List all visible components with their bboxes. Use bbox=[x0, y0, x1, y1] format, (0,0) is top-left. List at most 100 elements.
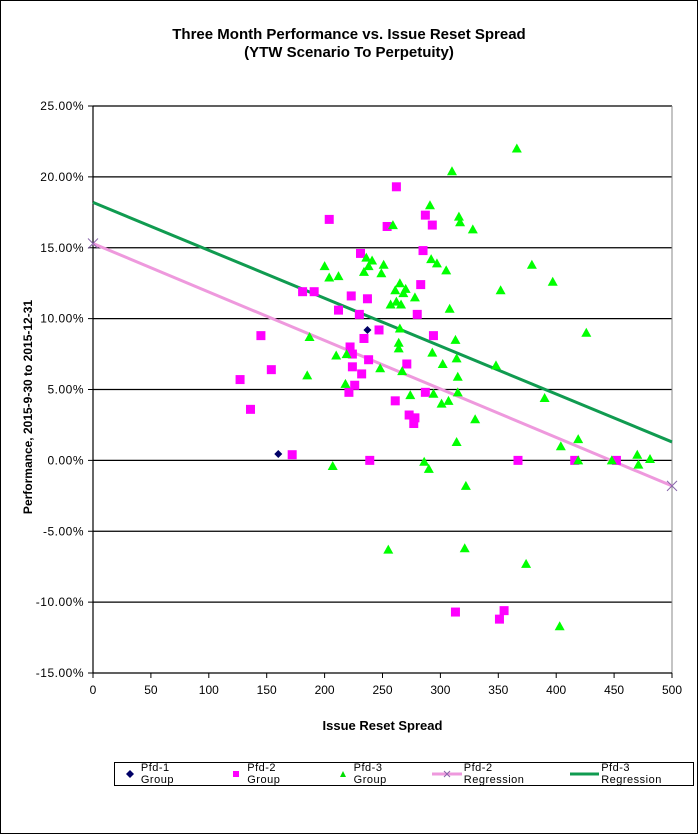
data-point-triangle bbox=[470, 414, 481, 424]
data-point-square bbox=[245, 404, 255, 414]
data-point-square bbox=[427, 220, 437, 230]
data-point-square bbox=[611, 455, 621, 465]
data-point-triangle bbox=[394, 278, 405, 288]
data-point-square bbox=[382, 221, 392, 231]
data-point-square bbox=[355, 248, 365, 258]
data-point-square bbox=[359, 333, 369, 343]
data-point-square bbox=[364, 355, 374, 365]
data-point-square bbox=[333, 305, 343, 315]
data-point-triangle bbox=[436, 398, 447, 408]
data-point-square bbox=[570, 455, 580, 465]
chart-title: Three Month Performance vs. Issue Reset … bbox=[172, 26, 526, 43]
legend-label: Pfd-3 Group bbox=[353, 762, 387, 786]
data-point-triangle bbox=[632, 449, 643, 459]
x-tick-label: 50 bbox=[144, 683, 158, 697]
data-point-triangle bbox=[331, 350, 342, 360]
data-point-square bbox=[410, 413, 420, 423]
data-point-square bbox=[287, 450, 297, 460]
data-point-square bbox=[420, 210, 430, 220]
data-point-triangle bbox=[451, 353, 462, 363]
data-point-square bbox=[354, 309, 364, 319]
y-tick-label: 20.00% bbox=[40, 170, 84, 184]
data-point-triangle bbox=[385, 299, 396, 309]
data-point-triangle bbox=[409, 292, 420, 302]
data-point-triangle bbox=[443, 395, 454, 405]
x-tick-label: 300 bbox=[430, 683, 450, 697]
data-point-triangle bbox=[437, 358, 448, 368]
data-point-square bbox=[347, 349, 357, 359]
data-point-triangle bbox=[495, 285, 506, 295]
regression-endpoint-marker bbox=[666, 480, 678, 492]
data-point-square bbox=[309, 287, 319, 297]
x-line-marker-icon bbox=[432, 770, 462, 778]
data-point-square bbox=[345, 342, 355, 352]
x-tick-label: 0 bbox=[90, 683, 97, 697]
data-point-diamond bbox=[274, 449, 283, 458]
data-point-triangle bbox=[451, 436, 462, 446]
regression-endpoint-marker bbox=[87, 238, 99, 249]
data-point-triangle bbox=[581, 327, 592, 337]
data-point-triangle bbox=[547, 276, 558, 286]
data-point-triangle bbox=[333, 271, 344, 281]
data-point-square bbox=[374, 325, 384, 335]
legend-item-pfd1: Pfd-1 Group bbox=[125, 762, 205, 786]
data-point-triangle bbox=[467, 224, 478, 234]
regression-line bbox=[92, 201, 673, 444]
data-point-triangle bbox=[459, 543, 470, 553]
y-tick-label: 5.00% bbox=[47, 383, 84, 397]
data-point-triangle bbox=[393, 337, 404, 347]
data-point-triangle bbox=[400, 283, 411, 293]
data-point-triangle bbox=[606, 455, 617, 465]
data-point-triangle bbox=[304, 332, 315, 342]
data-point-triangle bbox=[446, 166, 457, 176]
data-point-triangle bbox=[361, 252, 372, 262]
x-tick-label: 200 bbox=[315, 683, 335, 697]
data-point-square bbox=[409, 419, 419, 429]
x-tick-label: 500 bbox=[662, 683, 682, 697]
legend-item-pfd2: Pfd-2 Group bbox=[231, 762, 311, 786]
data-point-triangle bbox=[390, 285, 401, 295]
x-tick-label: 450 bbox=[604, 683, 624, 697]
legend-label: Pfd-2 Regression bbox=[463, 762, 525, 786]
y-tick-label: -15.00% bbox=[36, 666, 84, 680]
data-point-triangle bbox=[397, 366, 408, 376]
data-point-square bbox=[350, 380, 360, 390]
data-point-square bbox=[402, 359, 412, 369]
x-tick-label: 150 bbox=[257, 683, 277, 697]
data-point-square bbox=[344, 387, 354, 397]
x-tick-label: 100 bbox=[199, 683, 219, 697]
data-point-square bbox=[494, 614, 504, 624]
data-point-square bbox=[420, 387, 430, 397]
x-axis-label: Issue Reset Spread bbox=[322, 718, 443, 733]
legend-item-pfd3: Pfd-3 Group bbox=[338, 762, 418, 786]
data-point-square bbox=[513, 455, 523, 465]
data-point-triangle bbox=[424, 200, 435, 210]
data-point-triangle bbox=[554, 621, 565, 631]
data-point-triangle bbox=[375, 363, 386, 373]
y-tick-label: 15.00% bbox=[40, 241, 84, 255]
data-point-triangle bbox=[394, 323, 405, 333]
data-point-triangle bbox=[644, 453, 655, 463]
y-axis-label: Performance, 2015-9-30 to 2015-12-31 bbox=[21, 299, 35, 515]
data-point-diamond bbox=[363, 325, 372, 334]
data-point-triangle bbox=[387, 220, 398, 230]
data-point-triangle bbox=[573, 455, 584, 465]
data-point-triangle bbox=[490, 360, 501, 370]
regression-line bbox=[92, 242, 673, 488]
data-point-triangle bbox=[327, 461, 338, 471]
data-point-square bbox=[256, 331, 266, 341]
data-point-triangle bbox=[383, 544, 394, 554]
data-point-triangle bbox=[460, 480, 471, 490]
data-point-square bbox=[324, 214, 334, 224]
data-point-square bbox=[365, 455, 375, 465]
square-marker-icon bbox=[233, 771, 240, 777]
data-point-square bbox=[235, 375, 245, 385]
legend-label: Pfd-1 Group bbox=[140, 762, 174, 786]
diamond-marker-icon bbox=[126, 770, 134, 778]
data-point-square bbox=[346, 291, 356, 301]
data-point-triangle bbox=[633, 459, 644, 469]
data-point-triangle bbox=[427, 347, 438, 357]
data-point-triangle bbox=[431, 258, 442, 268]
y-tick-label: 0.00% bbox=[47, 453, 84, 467]
